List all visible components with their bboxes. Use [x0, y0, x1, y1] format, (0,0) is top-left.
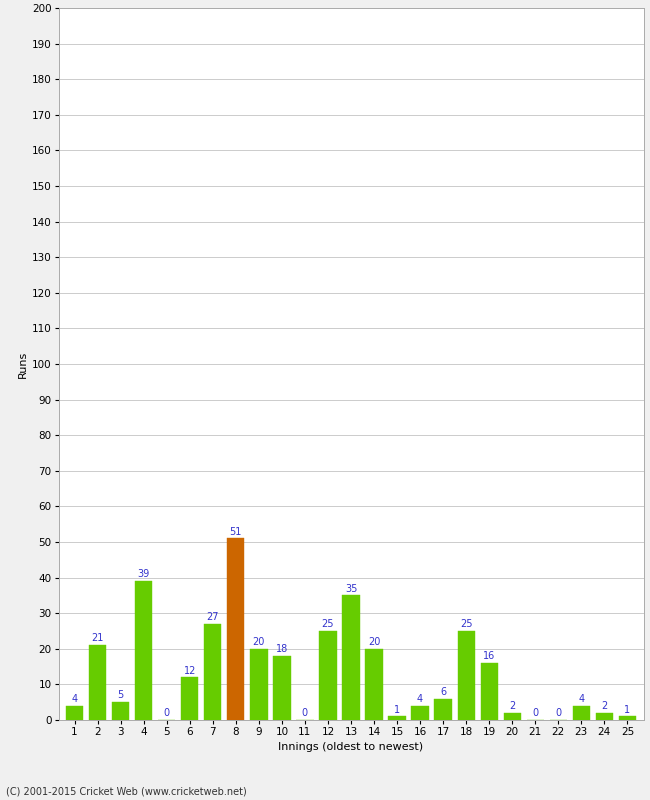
Text: 4: 4 [578, 694, 584, 704]
Bar [595, 713, 613, 720]
Text: 0: 0 [555, 708, 562, 718]
Text: 12: 12 [183, 666, 196, 675]
Text: 25: 25 [322, 619, 334, 630]
Text: 0: 0 [164, 708, 170, 718]
Text: 18: 18 [276, 644, 288, 654]
Bar [135, 581, 152, 720]
Bar [458, 631, 474, 720]
Bar [504, 713, 521, 720]
Text: 1: 1 [394, 705, 400, 714]
Text: 39: 39 [138, 570, 150, 579]
Bar [411, 706, 429, 720]
Text: 25: 25 [460, 619, 473, 630]
Text: 51: 51 [229, 526, 242, 537]
Text: (C) 2001-2015 Cricket Web (www.cricketweb.net): (C) 2001-2015 Cricket Web (www.cricketwe… [6, 786, 247, 796]
Bar [273, 656, 291, 720]
Bar [227, 538, 244, 720]
Bar [573, 706, 590, 720]
Bar [250, 649, 268, 720]
Text: 16: 16 [483, 651, 495, 662]
Text: 2: 2 [601, 701, 608, 711]
Text: 4: 4 [417, 694, 423, 704]
Text: 20: 20 [368, 637, 380, 647]
Text: 0: 0 [302, 708, 308, 718]
Text: 4: 4 [72, 694, 78, 704]
Bar [181, 678, 198, 720]
Bar [343, 595, 359, 720]
Bar [66, 706, 83, 720]
Text: 0: 0 [532, 708, 538, 718]
Text: 21: 21 [92, 634, 104, 643]
Text: 2: 2 [509, 701, 515, 711]
Bar [112, 702, 129, 720]
Text: 1: 1 [624, 705, 630, 714]
Bar [480, 663, 498, 720]
Bar [89, 646, 107, 720]
Text: 5: 5 [118, 690, 124, 701]
Text: 35: 35 [344, 584, 358, 594]
Bar [204, 624, 222, 720]
Bar [434, 698, 452, 720]
Bar [389, 717, 406, 720]
Text: 20: 20 [253, 637, 265, 647]
Y-axis label: Runs: Runs [18, 350, 28, 378]
X-axis label: Innings (oldest to newest): Innings (oldest to newest) [278, 742, 424, 753]
Bar [319, 631, 337, 720]
Text: 27: 27 [207, 612, 219, 622]
Bar [619, 717, 636, 720]
Bar [365, 649, 383, 720]
Text: 6: 6 [440, 687, 446, 697]
